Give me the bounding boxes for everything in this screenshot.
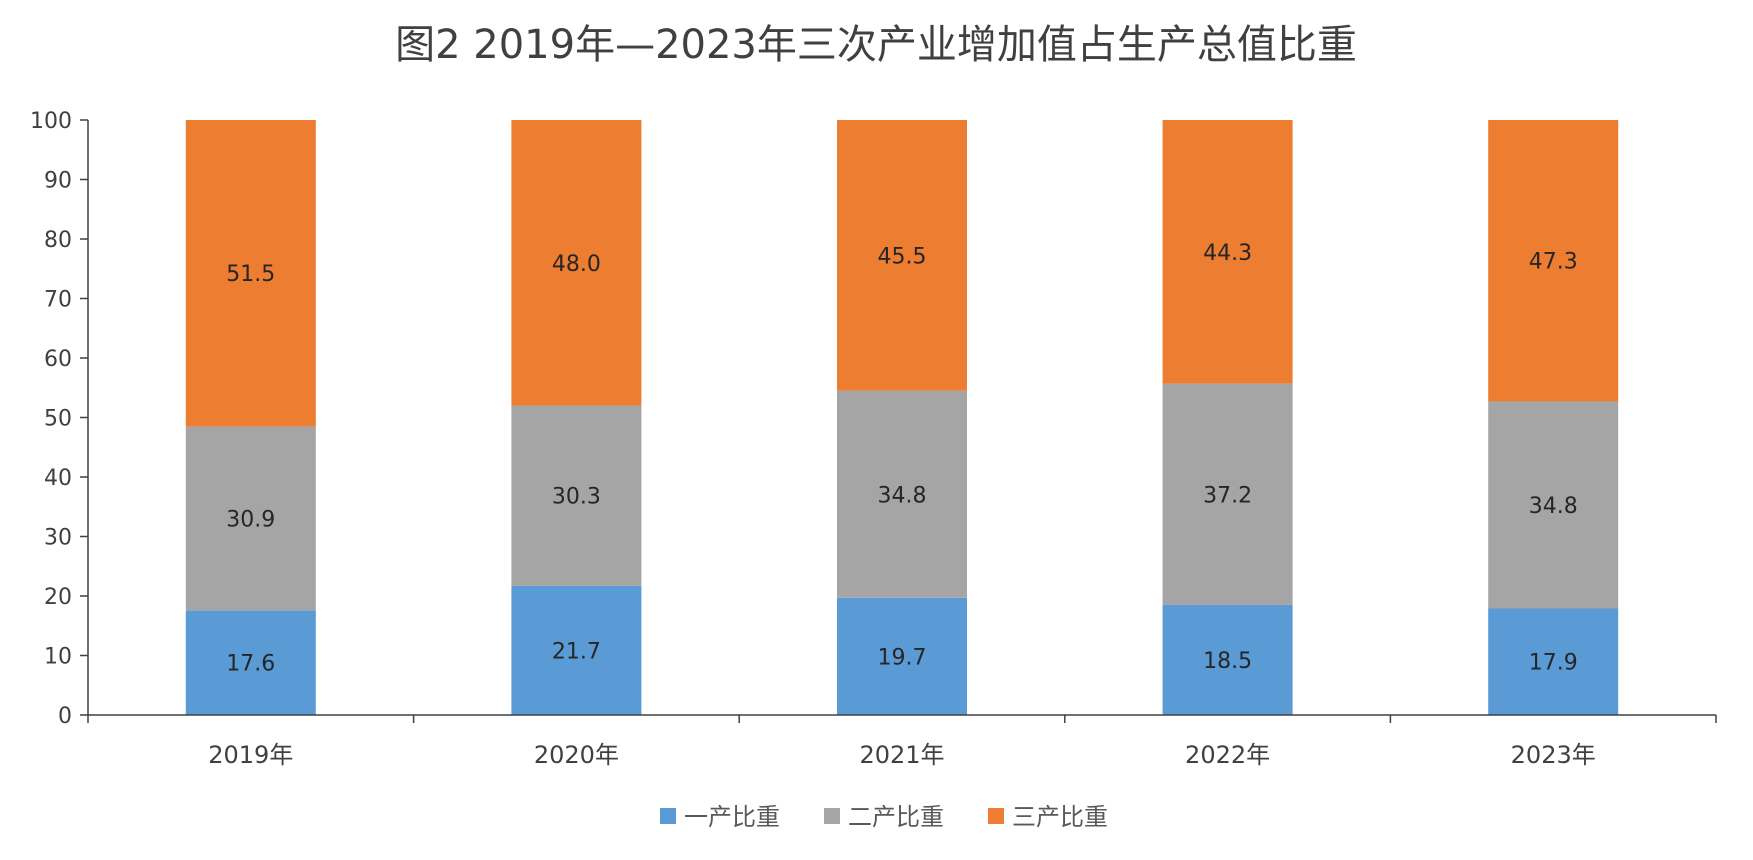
chart-title: 图2 2019年—2023年三次产业增加值占生产总值比重 [395, 22, 1357, 68]
y-tick-label: 0 [58, 704, 72, 729]
y-tick-label: 80 [44, 228, 72, 253]
bar-segment [185, 426, 316, 611]
bar-segment [1488, 120, 1619, 402]
legend-label: 一产比重 [684, 803, 780, 831]
bar-segment [511, 585, 642, 715]
x-tick-label: 2022年 [1185, 741, 1270, 769]
bar-segment [1488, 401, 1619, 609]
legend-swatch [824, 808, 840, 824]
x-tick-label: 2021年 [859, 741, 944, 769]
x-tick-label: 2023年 [1511, 741, 1596, 769]
bar-segment [185, 610, 316, 715]
bar-segment [1488, 608, 1619, 715]
legend-swatch [660, 808, 676, 824]
data-label: 45.5 [878, 244, 927, 269]
plot-area: 0 10 20 30 40 50 60 70 80 90 100 17.6 30.9 51.5 2019年 2… [30, 109, 1717, 769]
data-label: 19.7 [878, 645, 927, 670]
legend-swatch [988, 808, 1004, 824]
x-tick-label: 2019年 [208, 741, 293, 769]
data-label: 48.0 [552, 252, 601, 277]
bar-segment [511, 405, 642, 586]
data-label: 17.6 [226, 652, 275, 677]
bar-segment [1162, 383, 1293, 605]
y-tick-label: 90 [44, 169, 72, 194]
y-tick-label: 10 [44, 645, 72, 670]
y-tick-label: 20 [44, 585, 72, 610]
data-label: 47.3 [1529, 250, 1578, 275]
data-label: 21.7 [552, 639, 601, 664]
bar-segment [837, 597, 967, 715]
bar-segment [1162, 604, 1293, 715]
bar-segment [837, 120, 967, 391]
legend-label: 三产比重 [1012, 803, 1108, 831]
data-label: 34.8 [1529, 494, 1578, 519]
y-tick-label: 60 [44, 347, 72, 372]
legend-label: 二产比重 [848, 803, 944, 831]
y-tick-label: 40 [44, 466, 72, 491]
x-tick-label: 2020年 [534, 741, 619, 769]
data-label: 51.5 [226, 262, 275, 287]
data-label: 37.2 [1203, 483, 1252, 508]
data-label: 18.5 [1203, 649, 1252, 674]
data-label: 34.8 [878, 483, 927, 508]
legend: 一产比重 二产比重 三产比重 [660, 803, 1108, 831]
bar-segment [837, 390, 967, 598]
data-label: 30.9 [226, 507, 275, 532]
y-tick-label: 100 [30, 109, 72, 134]
data-label: 17.9 [1529, 651, 1578, 676]
data-label: 44.3 [1203, 241, 1252, 266]
y-tick-label: 50 [44, 407, 72, 432]
bar-segment [185, 120, 316, 427]
y-tick-label: 70 [44, 288, 72, 313]
bar-segment [511, 120, 642, 406]
bar-segment [1162, 120, 1293, 384]
y-tick-label: 30 [44, 526, 72, 551]
data-label: 30.3 [552, 485, 601, 510]
